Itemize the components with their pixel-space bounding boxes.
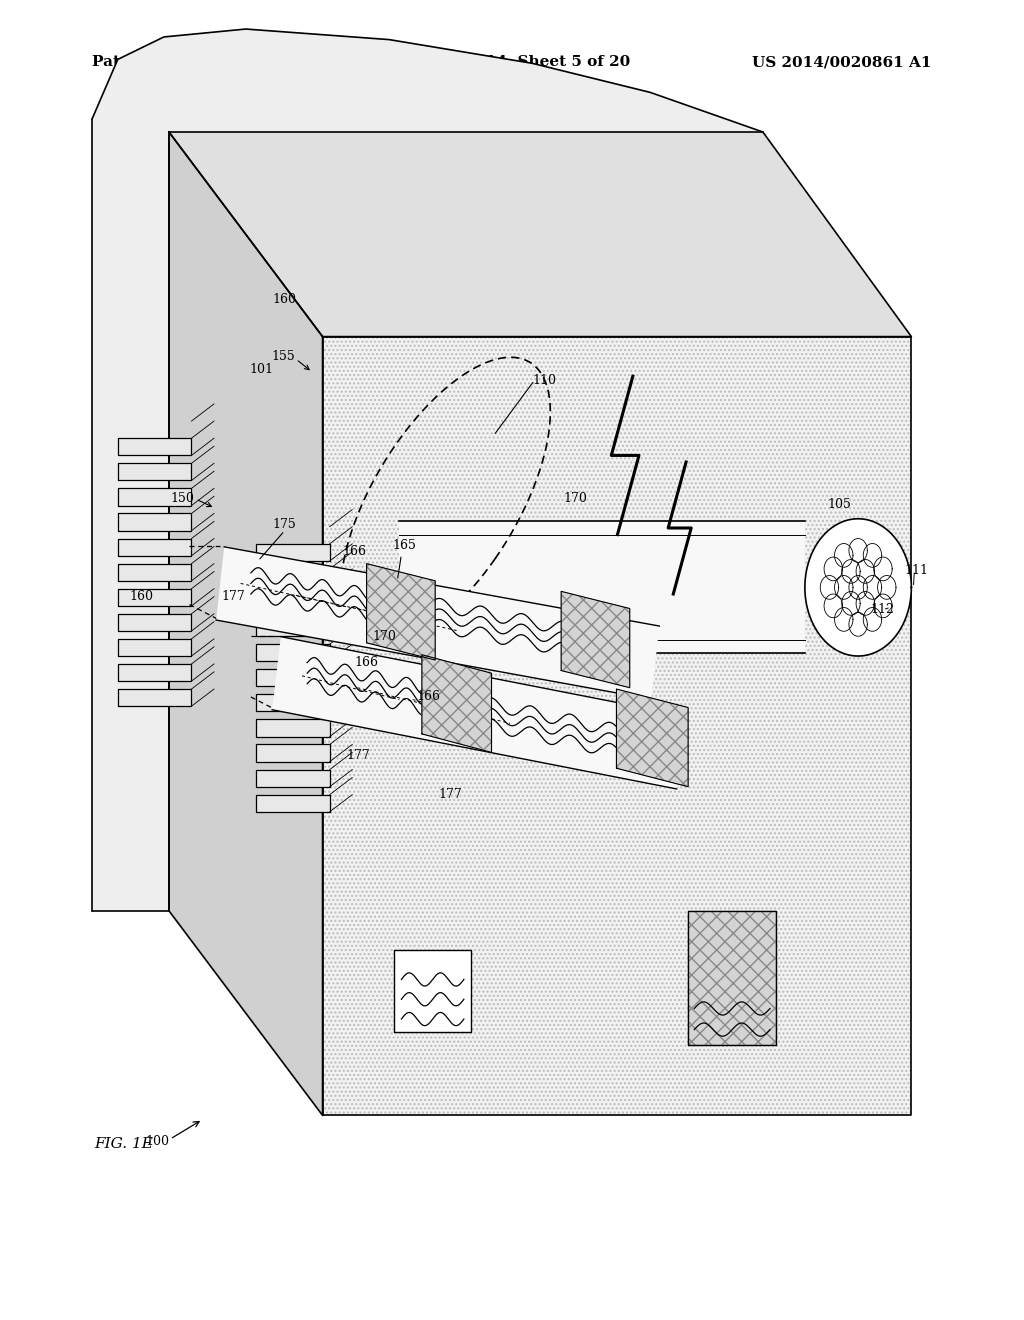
Polygon shape [394, 950, 471, 1032]
Text: 112: 112 [870, 603, 895, 616]
Polygon shape [256, 569, 330, 586]
Polygon shape [323, 337, 911, 1115]
Text: Jan. 23, 2014  Sheet 5 of 20: Jan. 23, 2014 Sheet 5 of 20 [394, 55, 630, 70]
Polygon shape [272, 636, 685, 789]
Polygon shape [118, 438, 191, 455]
Text: 170: 170 [563, 492, 588, 506]
Text: 110: 110 [532, 374, 556, 387]
Polygon shape [422, 655, 492, 752]
Text: 100: 100 [145, 1135, 169, 1148]
Text: 165: 165 [392, 539, 417, 552]
Polygon shape [169, 132, 323, 1115]
Text: 170: 170 [372, 630, 396, 643]
Polygon shape [805, 519, 911, 656]
Polygon shape [92, 29, 763, 911]
Polygon shape [256, 644, 330, 661]
Polygon shape [256, 719, 330, 737]
Text: US 2014/0020861 A1: US 2014/0020861 A1 [753, 55, 932, 70]
Polygon shape [399, 521, 805, 653]
Text: 177: 177 [221, 590, 246, 603]
Polygon shape [118, 539, 191, 556]
Text: 166: 166 [342, 545, 367, 558]
Polygon shape [169, 132, 911, 337]
Polygon shape [118, 689, 191, 706]
Polygon shape [256, 795, 330, 812]
Text: 177: 177 [346, 748, 371, 762]
Polygon shape [256, 544, 330, 561]
Polygon shape [118, 488, 191, 506]
Polygon shape [616, 689, 688, 787]
Polygon shape [118, 589, 191, 606]
Text: 155: 155 [271, 350, 295, 363]
Text: 111: 111 [904, 564, 929, 577]
Polygon shape [256, 744, 330, 762]
Polygon shape [688, 911, 776, 1045]
Polygon shape [216, 546, 659, 700]
Polygon shape [118, 513, 191, 531]
Text: 166: 166 [354, 656, 379, 669]
Text: 105: 105 [827, 498, 852, 511]
Polygon shape [256, 594, 330, 611]
Polygon shape [256, 669, 330, 686]
Text: Patent Application Publication: Patent Application Publication [92, 55, 354, 70]
Polygon shape [118, 463, 191, 480]
Text: 177: 177 [438, 788, 463, 801]
Text: 160: 160 [129, 590, 154, 603]
Text: 175: 175 [272, 517, 297, 531]
Text: 166: 166 [416, 690, 440, 704]
Text: 160: 160 [272, 293, 297, 306]
Polygon shape [118, 664, 191, 681]
Polygon shape [118, 639, 191, 656]
Text: 101: 101 [249, 363, 273, 376]
Polygon shape [256, 770, 330, 787]
Polygon shape [256, 619, 330, 636]
Polygon shape [118, 564, 191, 581]
Text: 150: 150 [171, 492, 195, 506]
Polygon shape [118, 614, 191, 631]
Polygon shape [561, 591, 630, 688]
Polygon shape [256, 694, 330, 711]
Text: FIG. 1E: FIG. 1E [94, 1137, 153, 1151]
Polygon shape [367, 564, 435, 660]
